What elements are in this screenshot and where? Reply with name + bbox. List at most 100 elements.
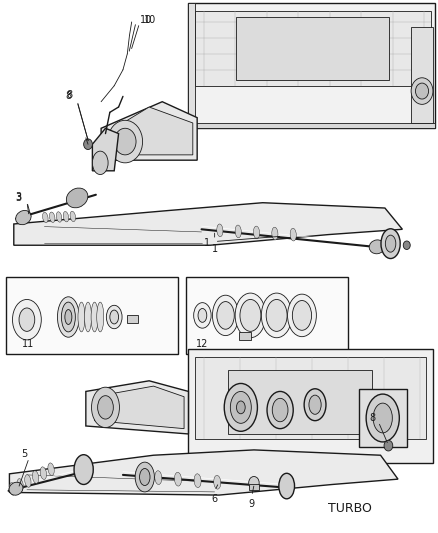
Ellipse shape: [25, 475, 31, 487]
Polygon shape: [86, 381, 188, 434]
Bar: [239, 333, 251, 340]
Ellipse shape: [266, 300, 287, 332]
Polygon shape: [92, 128, 119, 171]
Ellipse shape: [48, 463, 54, 475]
Ellipse shape: [279, 473, 294, 499]
Ellipse shape: [135, 462, 154, 492]
Ellipse shape: [114, 128, 136, 155]
Ellipse shape: [9, 482, 23, 495]
Bar: [6, 277, 178, 354]
Bar: [228, 370, 372, 434]
Ellipse shape: [57, 212, 62, 222]
Ellipse shape: [78, 302, 85, 332]
Text: 8: 8: [66, 91, 72, 101]
Polygon shape: [110, 107, 193, 155]
Ellipse shape: [288, 294, 316, 337]
Text: 11: 11: [21, 340, 34, 350]
Ellipse shape: [17, 479, 23, 491]
Bar: [127, 315, 138, 324]
Ellipse shape: [63, 212, 69, 222]
Ellipse shape: [57, 297, 79, 337]
Bar: [411, 27, 433, 123]
Circle shape: [84, 139, 92, 150]
Ellipse shape: [224, 383, 258, 431]
Ellipse shape: [272, 227, 278, 240]
Bar: [188, 349, 433, 463]
Ellipse shape: [272, 398, 288, 422]
Text: TURBO: TURBO: [328, 502, 372, 515]
Text: 1: 1: [204, 238, 210, 248]
Text: 5: 5: [21, 449, 28, 458]
Polygon shape: [95, 386, 184, 429]
Ellipse shape: [98, 395, 113, 419]
Ellipse shape: [240, 300, 261, 332]
Ellipse shape: [174, 472, 181, 486]
Polygon shape: [10, 450, 398, 495]
Circle shape: [384, 440, 393, 451]
Text: 3: 3: [15, 192, 21, 203]
Bar: [359, 389, 407, 447]
Ellipse shape: [65, 310, 72, 325]
Text: 8: 8: [67, 90, 73, 100]
Ellipse shape: [194, 474, 201, 488]
Ellipse shape: [214, 475, 221, 489]
Polygon shape: [249, 484, 259, 490]
Ellipse shape: [235, 293, 266, 338]
Ellipse shape: [61, 302, 75, 332]
Ellipse shape: [267, 391, 293, 429]
Ellipse shape: [235, 225, 241, 238]
Ellipse shape: [304, 389, 326, 421]
Ellipse shape: [106, 305, 122, 329]
Polygon shape: [14, 203, 403, 245]
Ellipse shape: [19, 308, 35, 332]
Ellipse shape: [292, 301, 311, 330]
Text: 12: 12: [196, 340, 208, 350]
Text: 1: 1: [212, 244, 218, 254]
Ellipse shape: [108, 120, 143, 163]
Ellipse shape: [12, 300, 41, 340]
Bar: [195, 11, 431, 86]
Ellipse shape: [194, 303, 211, 328]
Ellipse shape: [309, 395, 321, 414]
Circle shape: [416, 83, 428, 99]
Ellipse shape: [135, 469, 142, 483]
Ellipse shape: [373, 403, 392, 433]
Ellipse shape: [217, 224, 223, 237]
Ellipse shape: [97, 302, 104, 332]
Text: 10: 10: [144, 15, 156, 26]
Ellipse shape: [237, 401, 245, 414]
Ellipse shape: [32, 471, 39, 483]
Ellipse shape: [381, 229, 400, 259]
Ellipse shape: [261, 293, 292, 338]
Ellipse shape: [385, 235, 396, 252]
Ellipse shape: [70, 211, 76, 222]
Bar: [237, 17, 389, 80]
Circle shape: [249, 477, 259, 489]
Ellipse shape: [40, 467, 46, 479]
Bar: [195, 357, 426, 439]
Bar: [186, 277, 348, 354]
Circle shape: [403, 241, 410, 249]
Polygon shape: [188, 123, 435, 128]
Ellipse shape: [92, 151, 108, 174]
Text: 3: 3: [15, 193, 21, 204]
Polygon shape: [101, 102, 197, 160]
Ellipse shape: [16, 211, 31, 225]
Ellipse shape: [85, 302, 92, 332]
Polygon shape: [188, 3, 195, 128]
Ellipse shape: [92, 387, 120, 427]
Ellipse shape: [42, 212, 48, 223]
Ellipse shape: [217, 302, 234, 329]
Ellipse shape: [67, 188, 88, 208]
Bar: [188, 3, 435, 128]
Text: 6: 6: [212, 494, 218, 504]
Ellipse shape: [49, 212, 55, 222]
Text: 9: 9: [249, 499, 255, 510]
Text: 10: 10: [141, 15, 153, 26]
Circle shape: [411, 78, 433, 104]
Ellipse shape: [140, 469, 150, 486]
Ellipse shape: [254, 226, 260, 239]
Ellipse shape: [95, 138, 111, 161]
Ellipse shape: [290, 228, 296, 241]
Ellipse shape: [366, 394, 399, 442]
